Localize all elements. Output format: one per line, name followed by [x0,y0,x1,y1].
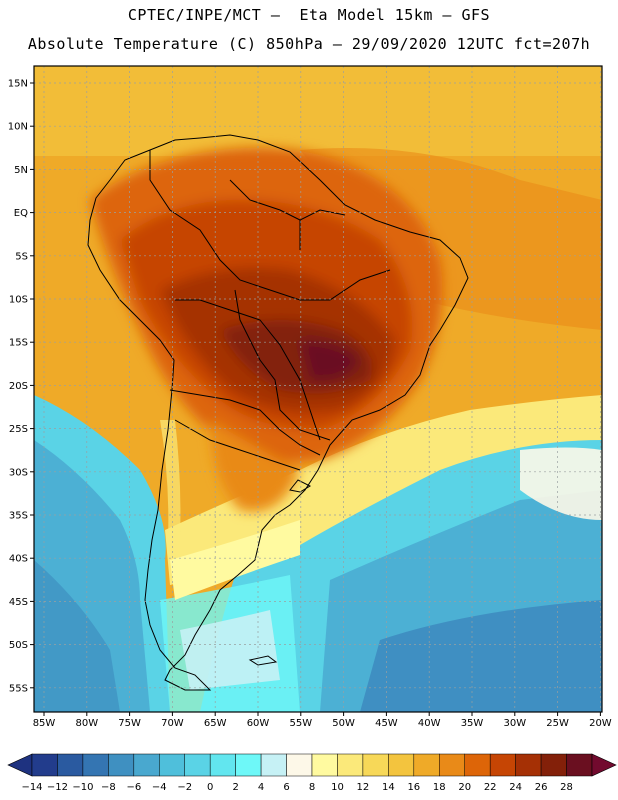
colorbar-swatch [159,753,185,777]
lon-label: 35W [461,718,484,729]
colorbar-swatch [184,753,211,777]
lat-label: 15N [8,79,28,90]
lat-label: 30S [9,467,28,478]
lon-label: 65W [204,718,227,729]
colorbar-label: 6 [283,782,289,793]
temperature-field [34,66,602,712]
lon-label: 80W [75,718,98,729]
lat-label: 5S [15,251,28,262]
colorbar-swatch [108,753,135,777]
colorbar-label: −6 [126,782,141,793]
colorbar-label: 8 [309,782,315,793]
colorbar-label: 2 [232,782,238,793]
lon-label: 30W [503,718,526,729]
colorbar-swatch [209,753,236,777]
colorbar-label: 28 [560,782,573,793]
colorbar-swatch [362,753,389,777]
lat-label: 55S [9,683,28,694]
lon-label: 20W [589,718,612,729]
lat-label: 45S [9,597,28,608]
lon-label: 25W [546,718,569,729]
colorbar-label: 20 [458,782,471,793]
lat-label: 50S [9,640,28,651]
colorbar-swatch [133,753,160,777]
colorbar-under-arrow [7,753,33,777]
lat-label: 5N [14,165,28,176]
colorbar-over-arrow [591,753,617,777]
colorbar-label: 16 [407,782,420,793]
colorbar-swatch [82,753,109,777]
colorbar: −14 −12 −10 −8 −6 −4 −2 0 2 4 6 8 10 12 14 16 18 20 22 24 26… [7,753,617,793]
lon-label: 55W [289,718,312,729]
colorbar-swatch [337,753,364,777]
colorbar-label: 10 [331,782,344,793]
colorbar-label: 18 [433,782,446,793]
colorbar-label: 24 [509,782,522,793]
coastline [87,134,469,691]
lat-label: 10S [9,295,28,306]
lon-label: 85W [33,718,56,729]
colorbar-swatch [540,753,567,777]
colorbar-swatch [31,753,58,777]
lat-label: 10N [8,122,28,133]
colorbar-label: −2 [177,782,192,793]
colorbar-label: 0 [207,782,213,793]
colorbar-label: 12 [357,782,370,793]
lon-label: 45W [375,718,398,729]
colorbar-label: −12 [47,782,68,793]
colorbar-swatch [311,753,338,777]
colorbar-label: 14 [382,782,395,793]
lon-label: 70W [161,718,184,729]
colorbar-swatch [489,753,516,777]
lon-label: 40W [418,718,441,729]
colorbar-swatch [515,753,542,777]
lat-label: 25S [9,424,28,435]
colorbar-swatch [566,753,593,777]
lat-label: EQ [14,208,28,219]
colorbar-swatch [286,753,313,777]
colorbar-label: 4 [258,782,264,793]
colorbar-label: −14 [21,782,42,793]
colorbar-swatch [260,753,287,777]
colorbar-label: −10 [72,782,93,793]
colorbar-label: −4 [152,782,167,793]
lon-label: 50W [332,718,355,729]
lat-label: 35S [9,511,28,522]
colorbar-label: 26 [535,782,548,793]
lat-label: 15S [9,338,28,349]
chart-title-line2: Absolute Temperature (C) 850hPa – 29/09/… [27,35,591,53]
colorbar-swatch [388,753,415,777]
colorbar-swatch [235,753,262,777]
chart-title-line1: CPTEC/INPE/MCT – Eta Model 15km – GFS [127,6,491,24]
map-frame [33,65,603,713]
lon-label: 75W [118,718,141,729]
colorbar-swatch [439,753,465,777]
lat-label: 20S [9,381,28,392]
colorbar-swatch [57,753,84,777]
colorbar-label: 22 [484,782,497,793]
lon-label: 60W [247,718,270,729]
colorbar-swatch [413,753,440,777]
colorbar-label: −8 [101,782,116,793]
colorbar-swatch [464,753,491,777]
lat-label: 40S [9,554,28,565]
